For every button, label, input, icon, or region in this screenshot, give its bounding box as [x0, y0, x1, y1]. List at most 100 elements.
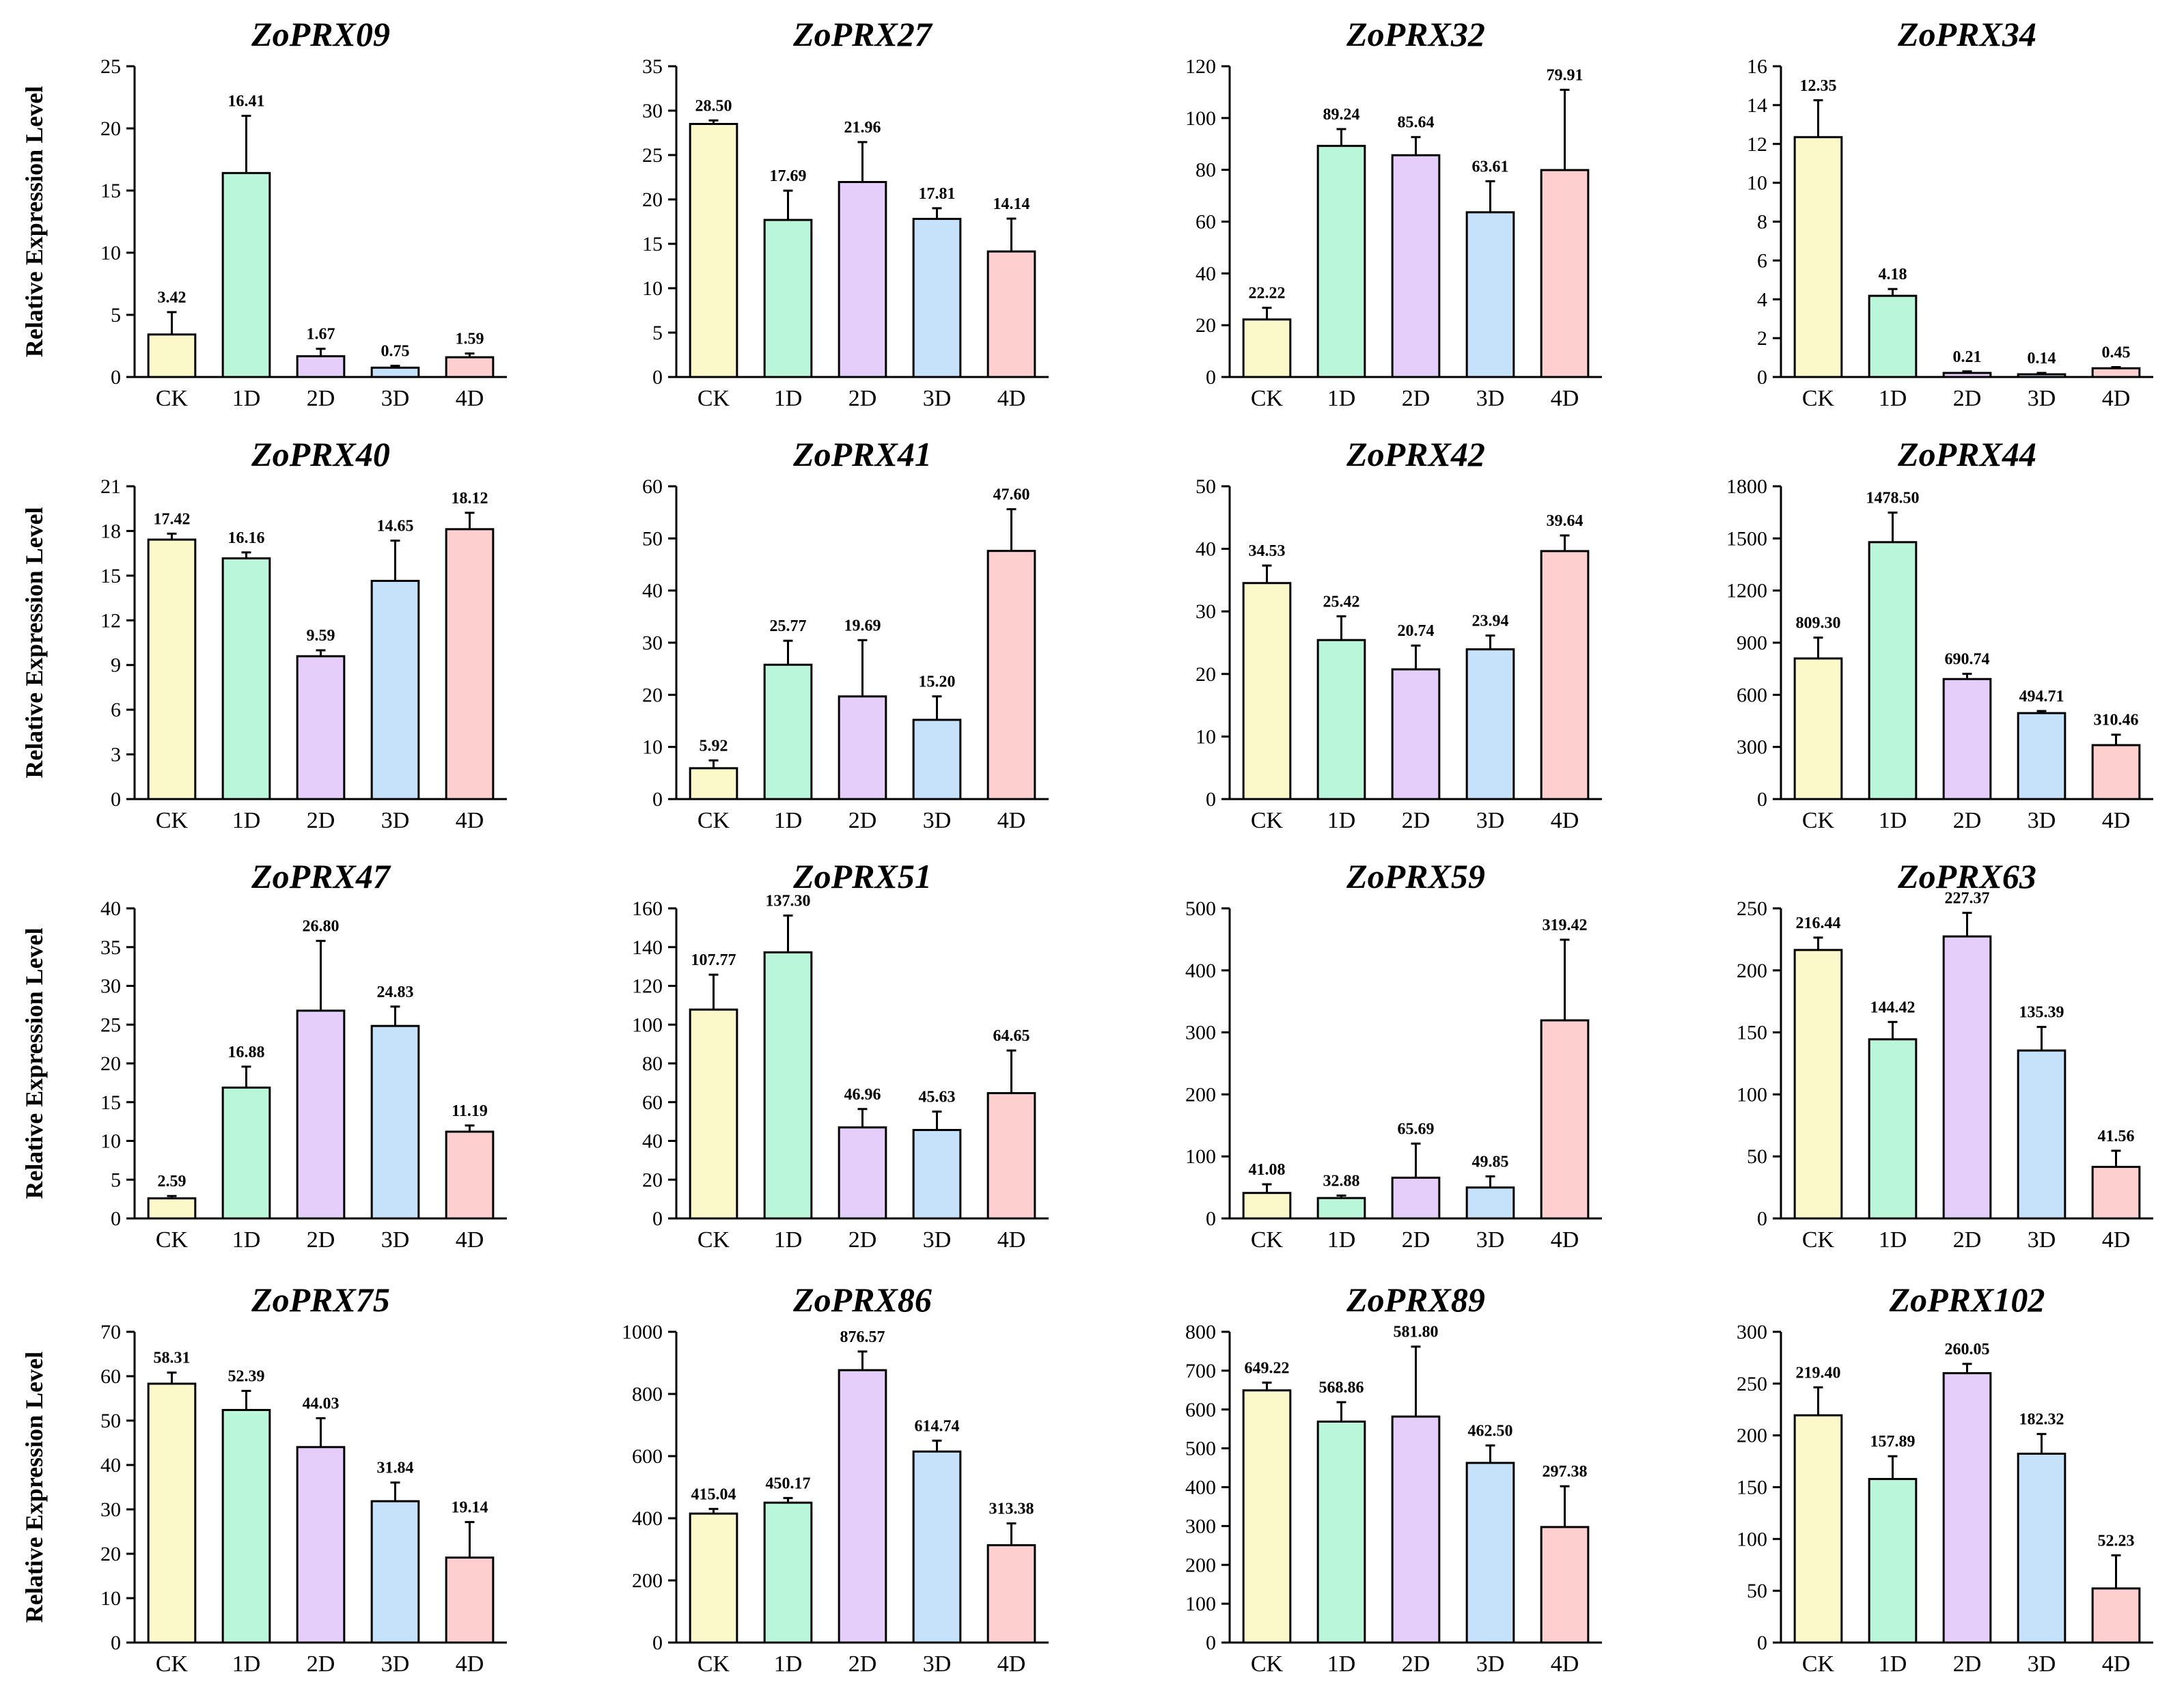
x-tick-label: 2D	[307, 1227, 335, 1253]
data-label: 216.44	[1796, 915, 1841, 932]
panel-zoprx40: ZoPRX40 0 3 6 9 12 15 18 21 Relative Expression L…	[20, 435, 507, 833]
data-label: 65.69	[1398, 1120, 1435, 1138]
panel-title: ZoPRX59	[1346, 857, 1485, 895]
data-label: 45.63	[919, 1089, 956, 1106]
data-label: 415.04	[691, 1485, 736, 1503]
y-tick-label: 12	[100, 609, 121, 632]
x-tick-label: 3D	[923, 386, 952, 411]
bar-2d	[1391, 154, 1441, 378]
data-label: 494.71	[2019, 688, 2064, 706]
x-tick-label: 3D	[2028, 386, 2056, 411]
x-tick-label: CK	[156, 808, 189, 833]
x-tick-label: 2D	[848, 808, 877, 833]
data-label: 19.14	[452, 1499, 488, 1517]
bar-3d	[370, 1024, 420, 1220]
data-label: 63.61	[1472, 158, 1509, 176]
x-tick-label: 1D	[1879, 386, 1907, 411]
x-tick-label: 1D	[774, 1651, 803, 1677]
x-tick-label: 1D	[774, 386, 803, 411]
x-tick-label: 2D	[307, 386, 335, 411]
x-tick-label: 3D	[923, 1651, 952, 1677]
bar-4d	[986, 550, 1036, 800]
bar-ck	[1793, 657, 1843, 800]
x-tick-label: 2D	[1402, 808, 1430, 833]
y-tick-label: 50	[100, 1410, 121, 1432]
x-tick-label: CK	[1802, 386, 1835, 411]
data-label: 0.21	[1953, 348, 1982, 366]
data-label: 11.19	[452, 1102, 488, 1120]
y-tick-label: 50	[1747, 1580, 1767, 1602]
bar-ck	[147, 1197, 197, 1220]
x-tick-label: 1D	[774, 808, 803, 833]
panel-zoprx47: ZoPRX47 0 5 10 15 20 25 30 35 40 Relative Expressi…	[20, 857, 507, 1253]
x-tick-label: 4D	[997, 808, 1026, 833]
y-tick-label: 400	[1185, 1477, 1216, 1499]
y-tick-label: 25	[100, 55, 121, 78]
bar-3d	[2017, 373, 2066, 378]
y-tick-label: 1800	[1726, 475, 1767, 498]
x-tick-label: 4D	[1551, 1227, 1579, 1253]
panel-title: ZoPRX09	[251, 15, 390, 53]
y-tick-label: 80	[1195, 159, 1216, 182]
x-tick-label: 3D	[1476, 1227, 1505, 1253]
data-label: 0.45	[2102, 344, 2131, 361]
y-tick-label: 20	[100, 117, 121, 140]
x-tick-label: CK	[1251, 1227, 1284, 1253]
data-label: 47.60	[993, 486, 1030, 504]
y-tick-label: 0	[1206, 1208, 1216, 1230]
bar-1d	[221, 1408, 271, 1644]
data-label: 25.77	[770, 617, 807, 635]
bar-2d	[838, 695, 887, 800]
x-tick-label: 1D	[1879, 1227, 1907, 1253]
bar-4d	[2091, 744, 2141, 800]
bar-ck	[689, 1008, 738, 1220]
x-tick-label: CK	[697, 1651, 730, 1677]
panel-zoprx89: ZoPRX89 0 100 200 300 400 500 600 700 800 649.22 CK…	[1185, 1281, 1602, 1677]
x-tick-label: CK	[1802, 1651, 1835, 1677]
data-label: 614.74	[915, 1417, 960, 1435]
y-tick-label: 12	[1747, 133, 1767, 156]
x-tick-label: 3D	[923, 1227, 952, 1253]
x-tick-label: CK	[697, 386, 730, 411]
data-label: 17.69	[770, 167, 807, 185]
y-tick-label: 20	[642, 1169, 663, 1191]
x-tick-label: 4D	[997, 1227, 1026, 1253]
data-label: 41.56	[2098, 1128, 2135, 1145]
x-tick-label: 2D	[1953, 808, 1982, 833]
x-tick-label: 4D	[456, 1651, 484, 1677]
y-tick-label: 25	[100, 1014, 121, 1036]
x-tick-label: 4D	[456, 1227, 484, 1253]
bar-1d	[1868, 294, 1918, 378]
y-tick-label: 200	[1737, 1425, 1767, 1447]
y-tick-label: 400	[632, 1507, 663, 1530]
x-tick-label: 1D	[1327, 1227, 1356, 1253]
y-tick-label: 120	[1185, 55, 1216, 78]
data-label: 157.89	[1870, 1433, 1916, 1451]
data-label: 20.74	[1398, 622, 1435, 640]
bar-1d	[763, 1501, 813, 1644]
x-tick-label: 1D	[774, 1227, 803, 1253]
data-label: 46.96	[844, 1086, 881, 1104]
y-tick-label: 40	[1195, 262, 1216, 285]
bar-2d	[1942, 1372, 1992, 1644]
data-label: 23.94	[1472, 613, 1509, 630]
y-tick-label: 0	[652, 1208, 663, 1230]
data-label: 17.81	[919, 185, 956, 203]
y-tick-label: 30	[1195, 600, 1216, 623]
y-tick-label: 10	[100, 242, 121, 264]
panel-title: ZoPRX32	[1346, 15, 1485, 53]
y-tick-label: 0	[652, 788, 663, 811]
x-tick-label: 4D	[2102, 1227, 2131, 1253]
y-tick-label: 600	[1737, 684, 1767, 706]
y-tick-label: 0	[652, 366, 663, 389]
bar-2d	[838, 181, 887, 378]
bar-2d	[1942, 935, 1992, 1220]
y-tick-label: 300	[1737, 736, 1767, 759]
y-tick-label: 5	[111, 1169, 121, 1191]
data-label: 4.18	[1879, 266, 1907, 283]
bar-ck	[1242, 582, 1292, 800]
x-tick-label: 2D	[1402, 1651, 1430, 1677]
bar-3d	[1465, 1462, 1515, 1644]
x-tick-label: 4D	[456, 386, 484, 411]
